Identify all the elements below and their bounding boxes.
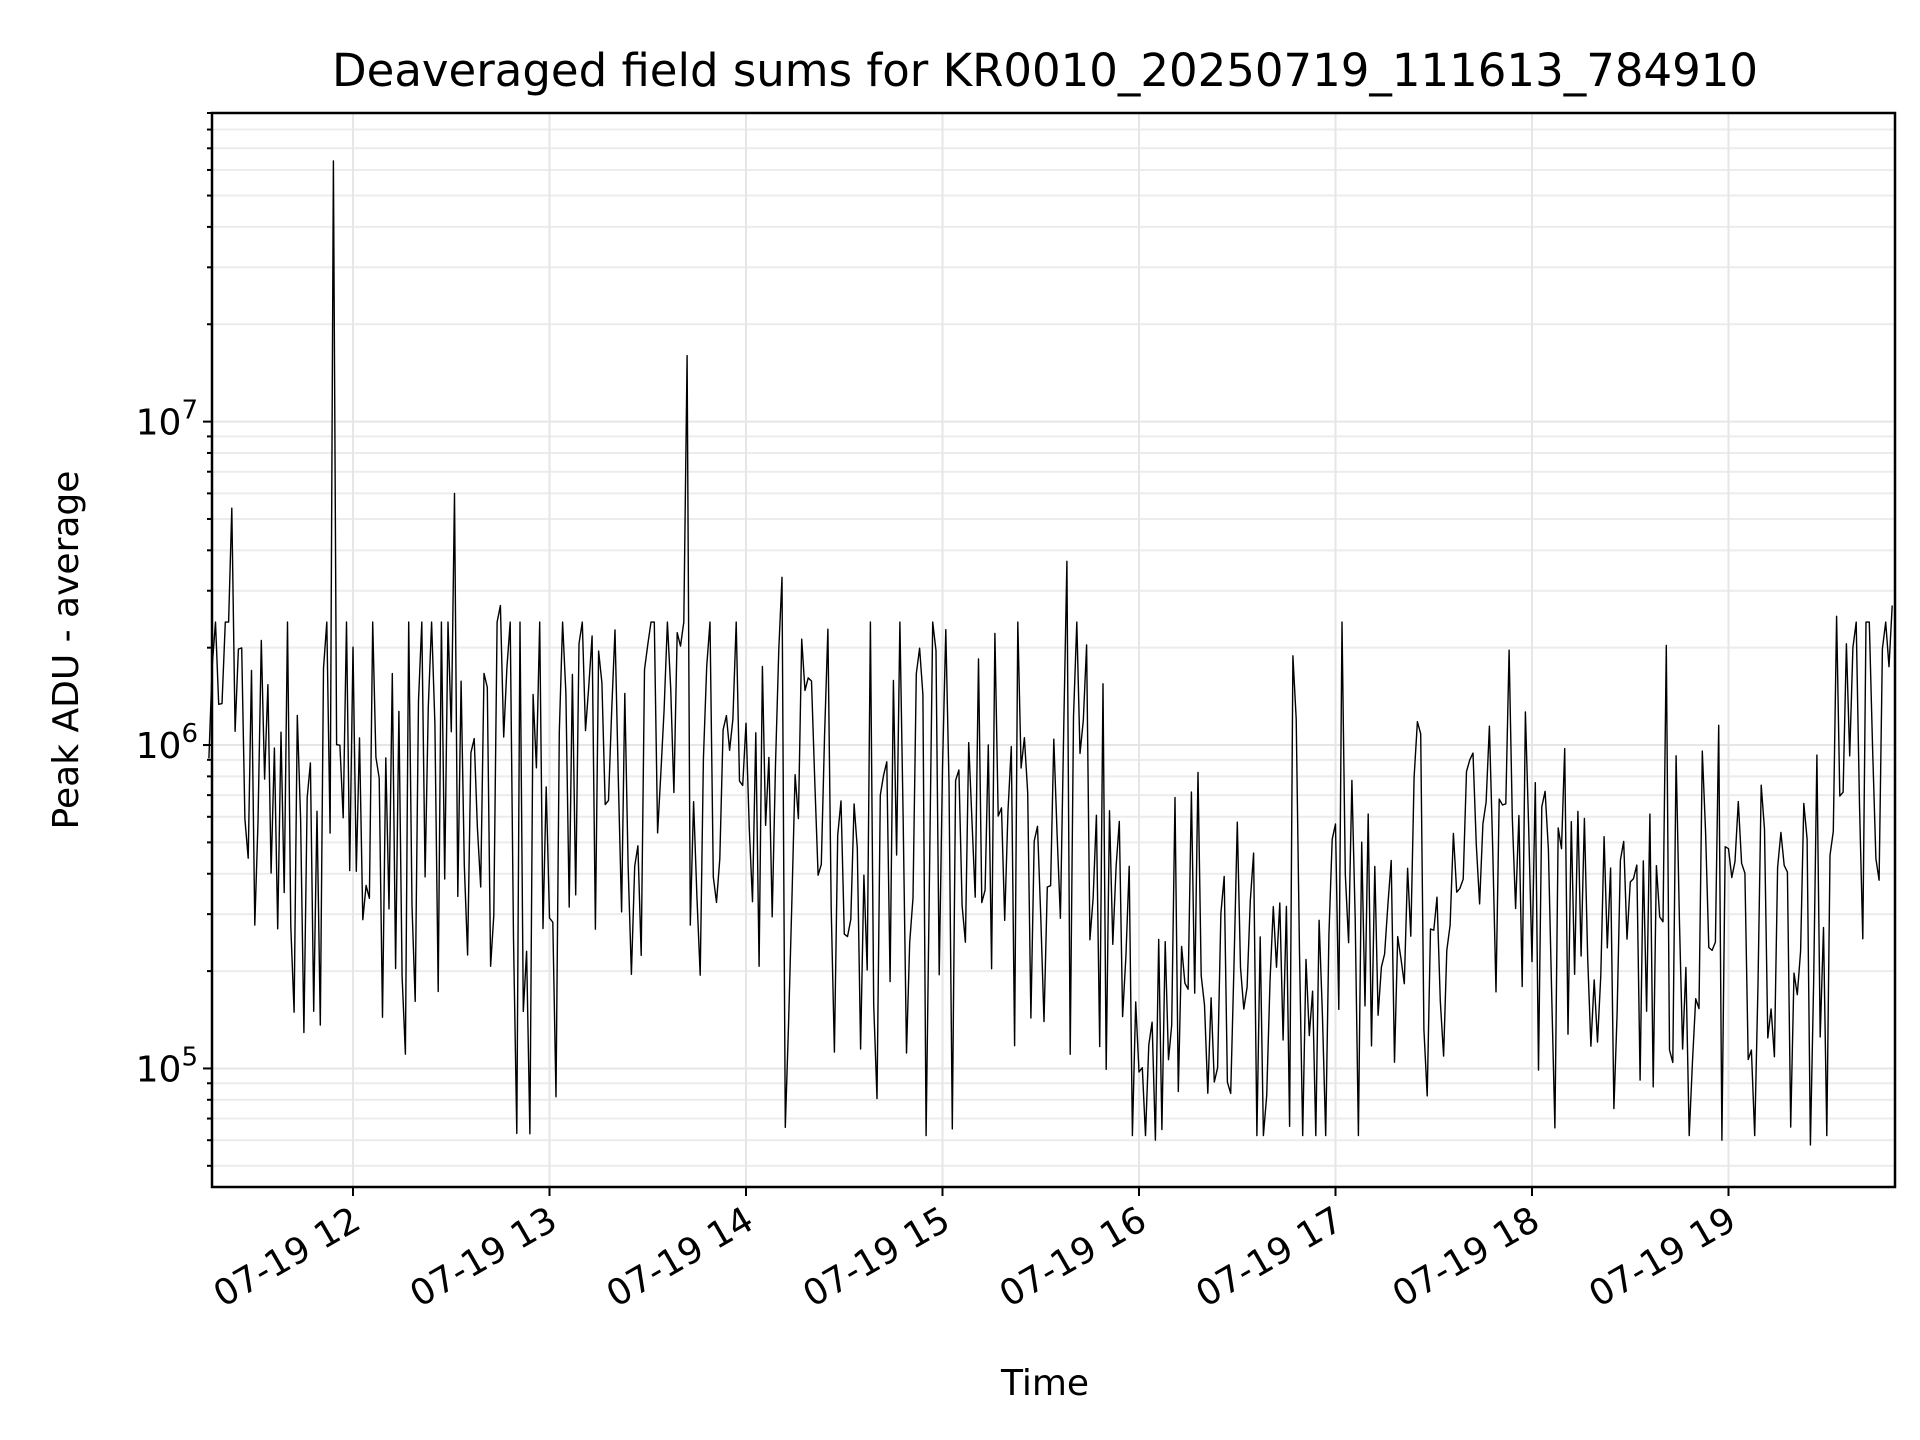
y-tick-label: 106 [136, 719, 198, 767]
y-tick-label: 107 [136, 396, 198, 444]
grid [212, 112, 1895, 1187]
series-layer [208, 160, 1893, 1146]
y-tick-label: 105 [136, 1042, 198, 1090]
y-axis-label: Peak ADU - average [46, 471, 87, 830]
x-axis-label: Time [1000, 1363, 1089, 1404]
series-line [208, 160, 1893, 1146]
plot-frame [210, 111, 1897, 1189]
chart-title: Deaveraged field sums for KR0010_2025071… [332, 44, 1758, 97]
